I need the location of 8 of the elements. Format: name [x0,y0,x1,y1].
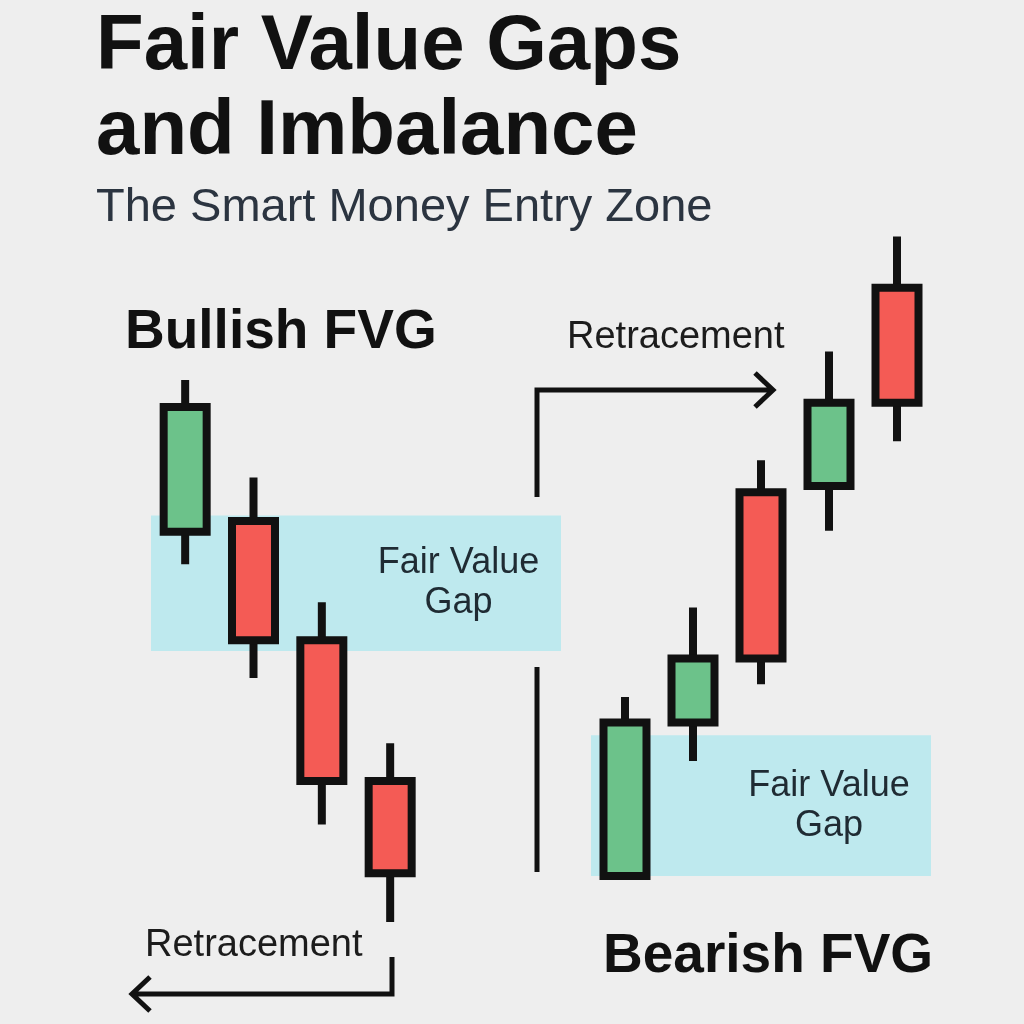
text: Bearish FVG [603,922,934,984]
band-label: Fair Value Gap [748,762,910,844]
annotation: Retracement [145,922,363,964]
text: Fair Value Gaps and Imbalance [96,0,683,171]
band-label: Fair Value Gap [377,540,540,622]
text: The Smart Money Entry Zone [96,177,714,233]
annotation: Retracement [567,314,785,356]
chart-title: Bullish FVG [125,298,437,360]
